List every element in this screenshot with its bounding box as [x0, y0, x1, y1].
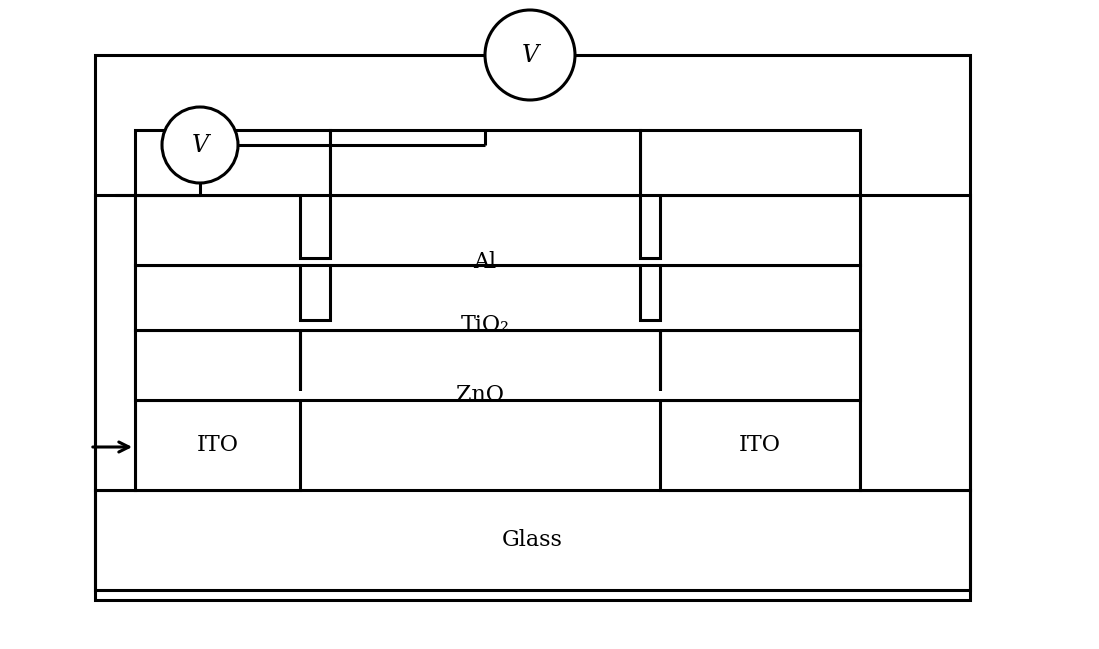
Bar [135, 400, 300, 490]
Text: Glass: Glass [502, 529, 563, 551]
Text: ITO: ITO [739, 434, 781, 456]
Circle shape [485, 10, 575, 100]
Bar [640, 130, 861, 195]
Polygon shape [135, 265, 861, 330]
Bar [95, 490, 970, 590]
Text: ITO: ITO [197, 434, 238, 456]
Text: Al: Al [474, 251, 497, 273]
Bar [95, 55, 970, 600]
Text: V: V [191, 134, 209, 156]
Bar [660, 400, 861, 490]
Bar [95, 195, 135, 490]
Text: TiO₂: TiO₂ [460, 314, 510, 336]
Polygon shape [135, 330, 861, 400]
Polygon shape [135, 195, 861, 265]
Text: V: V [522, 43, 539, 66]
Bar [330, 130, 640, 195]
Bar [135, 130, 330, 195]
Text: ZnO: ZnO [456, 384, 504, 406]
Circle shape [162, 107, 238, 183]
Bar [861, 195, 970, 490]
